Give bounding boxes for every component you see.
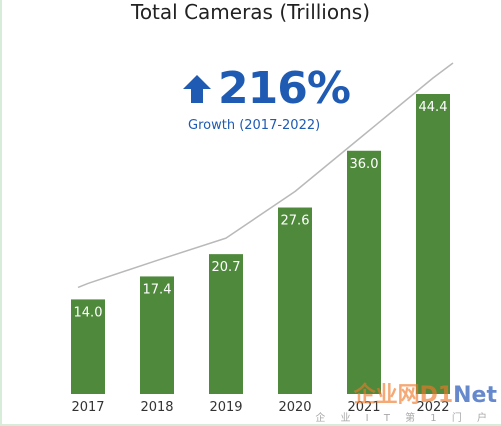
bar-value-label: 20.7 [212,260,241,275]
x-tick-label: 2021 [347,400,380,415]
bar-value-label: 27.6 [281,214,310,229]
x-tick-label: 2017 [71,400,104,415]
bar-value-label: 14.0 [74,305,103,320]
bar-2022 [416,94,450,394]
chart-title: Total Cameras (Trillions) [131,0,370,24]
bar-2018 [140,276,174,394]
bar-value-label: 17.4 [143,282,172,297]
watermark-logo: 企业网D1Net [353,383,497,408]
bar-value-label: 36.0 [350,157,379,172]
bar-2020 [278,207,312,394]
growth-headline: 216% [182,63,351,115]
bar-2017 [71,299,105,394]
bar-value-label: 44.4 [419,100,448,115]
x-tick-label: 2022 [416,400,449,415]
growth-value: 216% [218,63,351,114]
up-arrow-icon [183,75,211,103]
growth-subtitle: Growth (2017-2022) [188,118,321,133]
x-tick-label: 2019 [209,400,242,415]
x-tick-label: 2018 [140,400,173,415]
bar-2019 [209,254,243,394]
bar-2021 [347,150,381,394]
x-tick-label: 2020 [278,400,311,415]
watermark-subtext: 企 业 I T 第 1 门 户 [315,413,493,424]
trend-line [77,62,454,289]
